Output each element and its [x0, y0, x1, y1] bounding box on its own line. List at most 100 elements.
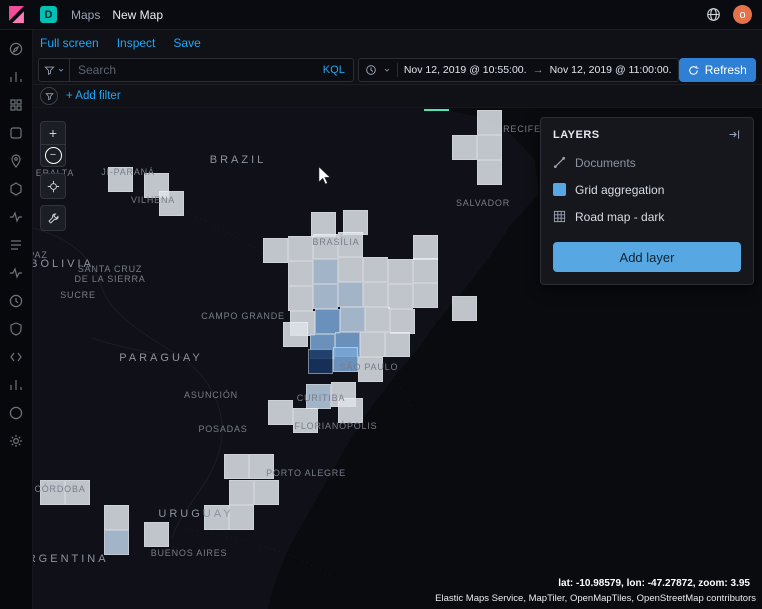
grid-aggregation-cell[interactable]: [358, 357, 383, 382]
sidebar-item-dashboard-icon[interactable]: [8, 97, 24, 113]
sidebar-item-siem-icon[interactable]: [8, 321, 24, 337]
map-attribution[interactable]: Elastic Maps Service, MapTiler, OpenMapT…: [435, 593, 756, 604]
grid-aggregation-cell[interactable]: [388, 284, 413, 309]
zoom-out-button[interactable]: −: [41, 144, 65, 166]
grid-aggregation-cell[interactable]: [311, 212, 336, 237]
globe-icon[interactable]: [706, 7, 721, 22]
grid-aggregation-cell[interactable]: [40, 480, 65, 505]
top-nav: D Maps New Map o: [0, 0, 762, 30]
sidebar-item-dev-tools-icon[interactable]: [8, 349, 24, 365]
grid-aggregation-cell[interactable]: [293, 408, 318, 433]
kql-language-button[interactable]: KQL: [322, 64, 345, 76]
grid-aggregation-cell[interactable]: [413, 283, 438, 308]
grid-aggregation-cell[interactable]: [249, 454, 274, 479]
add-layer-button[interactable]: Add layer: [553, 242, 741, 272]
breadcrumb-app[interactable]: Maps: [71, 7, 101, 22]
line-layer-icon: [553, 156, 566, 169]
kibana-logo[interactable]: [0, 0, 32, 29]
grid-aggregation-cell[interactable]: [363, 257, 388, 282]
sidebar-item-saved-objects-icon[interactable]: [8, 405, 24, 421]
grid-aggregation-cell[interactable]: [288, 261, 313, 286]
sidebar-item-stack-monitoring-icon[interactable]: [8, 377, 24, 393]
grid-aggregation-cell[interactable]: [477, 160, 502, 185]
sidebar-item-visualize-icon[interactable]: [8, 69, 24, 85]
grid-aggregation-cell[interactable]: [306, 384, 331, 409]
grid-aggregation-cell[interactable]: [413, 258, 438, 283]
layer-row-documents[interactable]: Documents: [553, 149, 741, 176]
inspect-link[interactable]: Inspect: [116, 35, 156, 50]
grid-aggregation-cell[interactable]: [338, 282, 363, 307]
grid-aggregation-cell[interactable]: [229, 480, 254, 505]
sidebar-item-canvas-icon[interactable]: [8, 125, 24, 141]
sidebar-item-management-icon[interactable]: [8, 433, 24, 449]
grid-aggregation-cell[interactable]: [388, 259, 413, 284]
grid-aggregation-cell[interactable]: [452, 296, 477, 321]
map-canvas[interactable]: + − LAYERS: [32, 108, 762, 609]
grid-aggregation-cell[interactable]: [340, 307, 365, 332]
sidebar-item-metrics-icon[interactable]: [8, 209, 24, 225]
filter-options-button[interactable]: [40, 87, 58, 105]
grid-aggregation-cell[interactable]: [413, 235, 438, 260]
full-screen-link[interactable]: Full screen: [40, 35, 99, 50]
search-input[interactable]: [70, 63, 315, 77]
grid-aggregation-cell[interactable]: [333, 347, 358, 372]
grid-aggregation-cell[interactable]: [315, 309, 340, 334]
sidebar-item-uptime-icon[interactable]: [8, 293, 24, 309]
grid-aggregation-cell[interactable]: [65, 480, 90, 505]
grid-aggregation-cell[interactable]: [338, 232, 363, 257]
sidebar-item-discover-icon[interactable]: [8, 41, 24, 57]
grid-aggregation-cell[interactable]: [452, 135, 477, 160]
layers-panel-title: LAYERS: [553, 128, 600, 141]
grid-aggregation-cell[interactable]: [385, 332, 410, 357]
grid-aggregation-cell[interactable]: [360, 332, 385, 357]
grid-aggregation-cell[interactable]: [268, 400, 293, 425]
grid-aggregation-cell[interactable]: [313, 259, 338, 284]
clock-icon[interactable]: [365, 64, 377, 76]
grid-aggregation-cell[interactable]: [477, 110, 502, 135]
sidebar-item-maps-icon[interactable]: [8, 153, 24, 169]
layer-row-grid-aggregation[interactable]: Grid aggregation: [553, 176, 741, 203]
grid-aggregation-cell[interactable]: [288, 286, 313, 311]
grid-aggregation-cell[interactable]: [224, 454, 249, 479]
zoom-in-button[interactable]: +: [48, 125, 58, 141]
grid-aggregation-cell[interactable]: [390, 309, 415, 334]
grid-aggregation-cell[interactable]: [104, 505, 129, 530]
add-filter-button[interactable]: + Add filter: [66, 90, 121, 102]
grid-aggregation-cell[interactable]: [108, 167, 133, 192]
grid-aggregation-cell[interactable]: [204, 505, 229, 530]
grid-aggregation-cell[interactable]: [254, 480, 279, 505]
layer-row-road-map-dark[interactable]: Road map - dark: [553, 203, 741, 230]
grid-aggregation-cell[interactable]: [313, 284, 338, 309]
grid-aggregation-cell[interactable]: [313, 234, 338, 259]
space-badge[interactable]: D: [40, 6, 57, 23]
grid-aggregation-cell[interactable]: [308, 349, 333, 374]
date-to[interactable]: Nov 12, 2019 @ 11:00:00.: [549, 64, 672, 76]
saved-query-menu-button[interactable]: [39, 59, 70, 81]
grid-aggregation-cell[interactable]: [288, 236, 313, 261]
grid-aggregation-cell[interactable]: [144, 522, 169, 547]
chevron-down-icon[interactable]: [383, 66, 391, 74]
sidebar-item-logs-icon[interactable]: [8, 237, 24, 253]
grid-aggregation-cell[interactable]: [159, 191, 184, 216]
grid-aggregation-cell[interactable]: [263, 238, 288, 263]
grid-aggregation-cell[interactable]: [363, 282, 388, 307]
grid-aggregation-cell[interactable]: [477, 135, 502, 160]
grid-aggregation-cell[interactable]: [365, 307, 390, 332]
set-view-button[interactable]: [40, 173, 66, 199]
grid-aggregation-cell[interactable]: [229, 505, 254, 530]
grid-aggregation-cell[interactable]: [338, 257, 363, 282]
date-from[interactable]: Nov 12, 2019 @ 10:55:00.: [403, 64, 527, 76]
grid-aggregation-cell[interactable]: [338, 398, 363, 423]
zoom-out-focus-ring: −: [44, 147, 62, 164]
user-avatar[interactable]: o: [733, 5, 752, 24]
collapse-panel-button[interactable]: [728, 128, 741, 141]
refresh-button[interactable]: Refresh: [678, 58, 756, 82]
refresh-icon: [689, 65, 699, 75]
sidebar-item-apm-icon[interactable]: [8, 265, 24, 281]
save-link[interactable]: Save: [173, 35, 201, 50]
sidebar-item-machine-learning-icon[interactable]: [8, 181, 24, 197]
refresh-label: Refresh: [704, 63, 747, 77]
grid-aggregation-cell[interactable]: [283, 322, 308, 347]
tools-button[interactable]: [40, 205, 66, 231]
grid-aggregation-cell[interactable]: [104, 530, 129, 555]
